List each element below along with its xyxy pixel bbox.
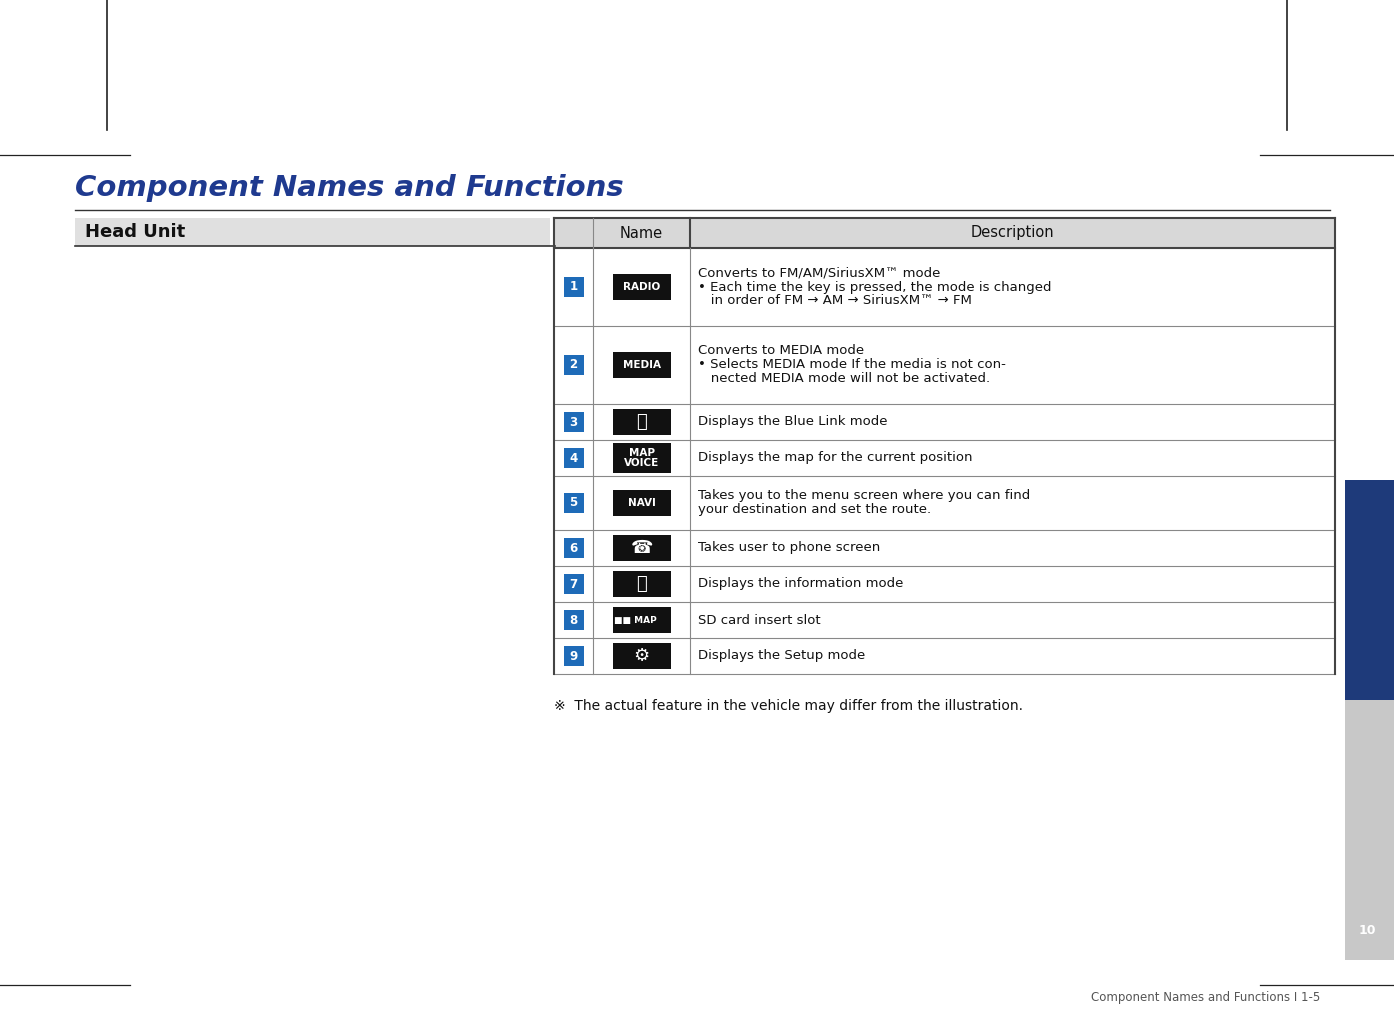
- Text: 8: 8: [569, 614, 577, 626]
- Text: Displays the map for the current position: Displays the map for the current positio…: [698, 451, 973, 465]
- Bar: [612, 535, 671, 561]
- Text: Takes you to the menu screen where you can find: Takes you to the menu screen where you c…: [698, 489, 1030, 503]
- Text: Component Names and Functions: Component Names and Functions: [75, 174, 623, 201]
- Text: Head Unit: Head Unit: [85, 223, 185, 241]
- Bar: [553, 326, 1335, 404]
- Bar: [553, 404, 1335, 440]
- Text: RADIO: RADIO: [623, 282, 661, 292]
- Text: Component Names and Functions I 1-5: Component Names and Functions I 1-5: [1090, 991, 1320, 1004]
- Text: 3: 3: [569, 415, 577, 429]
- Text: ※  The actual feature in the vehicle may differ from the illustration.: ※ The actual feature in the vehicle may …: [553, 699, 1023, 713]
- Bar: [612, 571, 671, 597]
- Text: Converts to FM/AM/SiriusXM™ mode: Converts to FM/AM/SiriusXM™ mode: [698, 266, 941, 280]
- Bar: [553, 440, 1335, 476]
- Bar: [553, 218, 1335, 248]
- Text: 6: 6: [569, 542, 577, 554]
- Bar: [563, 355, 584, 375]
- Text: MAP
VOICE: MAP VOICE: [625, 447, 659, 469]
- Text: NAVI: NAVI: [627, 498, 655, 508]
- Bar: [563, 610, 584, 630]
- Text: • Selects MEDIA mode If the media is not con-: • Selects MEDIA mode If the media is not…: [698, 359, 1006, 371]
- Bar: [563, 574, 584, 594]
- Bar: [612, 443, 671, 473]
- Text: in order of FM → AM → SiriusXM™ → FM: in order of FM → AM → SiriusXM™ → FM: [698, 294, 972, 307]
- Bar: [612, 409, 671, 435]
- Text: 4: 4: [569, 451, 577, 465]
- Text: Displays the Blue Link mode: Displays the Blue Link mode: [698, 415, 888, 429]
- Text: Displays the information mode: Displays the information mode: [698, 578, 903, 590]
- Bar: [563, 538, 584, 558]
- Bar: [1345, 700, 1394, 960]
- Bar: [553, 530, 1335, 566]
- Text: your destination and set the route.: your destination and set the route.: [698, 504, 931, 516]
- Bar: [553, 638, 1335, 674]
- Bar: [563, 448, 584, 468]
- Text: 10: 10: [1358, 923, 1376, 937]
- Text: ⚙: ⚙: [633, 647, 650, 665]
- Bar: [563, 412, 584, 432]
- Text: Description: Description: [970, 225, 1054, 241]
- Bar: [553, 476, 1335, 530]
- Bar: [553, 602, 1335, 638]
- Bar: [563, 646, 584, 666]
- Bar: [612, 352, 671, 378]
- Text: 1: 1: [569, 281, 577, 294]
- Bar: [553, 566, 1335, 602]
- Text: 2: 2: [569, 359, 577, 371]
- Text: Name: Name: [620, 225, 664, 241]
- Bar: [75, 218, 551, 246]
- Text: Converts to MEDIA mode: Converts to MEDIA mode: [698, 344, 864, 358]
- Text: Displays the Setup mode: Displays the Setup mode: [698, 650, 866, 662]
- Bar: [563, 277, 584, 297]
- Text: 7: 7: [569, 578, 577, 590]
- Bar: [612, 642, 671, 669]
- Text: ☎: ☎: [630, 539, 652, 557]
- Text: ⓑ: ⓑ: [636, 413, 647, 431]
- Bar: [612, 607, 671, 633]
- Text: ⓘ: ⓘ: [636, 575, 647, 593]
- Text: ■■ MAP: ■■ MAP: [615, 616, 657, 624]
- Text: MEDIA: MEDIA: [623, 360, 661, 370]
- Bar: [612, 274, 671, 300]
- Text: Takes user to phone screen: Takes user to phone screen: [698, 542, 880, 554]
- Text: 5: 5: [569, 497, 577, 510]
- Text: 9: 9: [569, 650, 577, 662]
- Bar: [612, 490, 671, 516]
- Text: nected MEDIA mode will not be activated.: nected MEDIA mode will not be activated.: [698, 372, 990, 386]
- Bar: [563, 493, 584, 513]
- Bar: [1345, 480, 1394, 700]
- Text: SD card insert slot: SD card insert slot: [698, 614, 821, 626]
- Text: • Each time the key is pressed, the mode is changed: • Each time the key is pressed, the mode…: [698, 281, 1051, 294]
- Bar: [553, 248, 1335, 326]
